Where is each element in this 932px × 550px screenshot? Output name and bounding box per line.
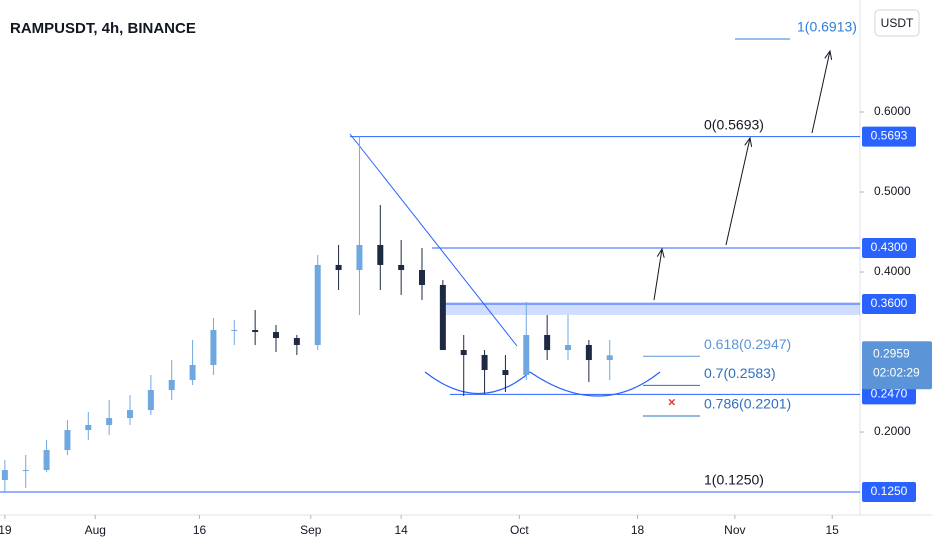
candle-body [85,424,92,431]
fib-label: 1(0.6913) [797,19,857,35]
target-arrow [653,248,663,301]
candle-body [43,450,50,471]
candle-body [377,244,384,265]
x-tick-label: 14 [394,523,408,537]
candle-body [273,332,280,339]
candle-body [127,410,134,419]
currency-button[interactable] [874,9,920,37]
x-tick-label: Sep [300,523,322,537]
level-price-box [862,238,916,259]
level-price-label: 0.5693 [871,129,908,143]
candle-body [523,334,530,375]
arrow-head [744,136,753,147]
candle-body [147,390,154,411]
candle-body [210,330,217,365]
trend-line [349,133,518,347]
candle-body [565,344,572,351]
level-price-box [862,294,916,315]
x-tick-label: Oct [510,523,529,537]
candle-body [585,344,592,361]
candle-body [189,364,196,381]
x-tick-label: 19 [0,523,12,537]
candle-body [64,430,71,451]
candle-body [502,370,509,375]
candle-body [168,380,175,391]
currency-label[interactable]: USDT [881,16,914,30]
candle-body [231,330,238,332]
y-tick-label: 0.5000 [874,184,911,198]
y-tick-label: 0.6000 [874,104,911,118]
resistance-zone [440,302,860,315]
candle-body [460,350,467,355]
candle-body [1,470,8,481]
candle-body [419,270,426,285]
chart-title: RAMPUSDT, 4h, BINANCE [10,20,196,37]
x-tick-label: 16 [193,523,207,537]
level-price-label: 0.4300 [871,240,908,254]
fib-label: 1(0.1250) [704,472,764,488]
candle-body [356,244,363,271]
x-tick-label: 15 [826,523,840,537]
y-tick-label: 0.4000 [874,264,911,278]
fib-label: 0.786(0.2201) [704,396,791,412]
fib-label: 0.7(0.2583) [704,365,776,381]
level-price-label: 0.3600 [871,296,908,310]
candle-body [398,264,405,271]
x-tick-label: Aug [85,523,106,537]
y-tick-label: 0.2000 [874,424,911,438]
target-arrow [725,137,751,246]
cup-arc [424,371,531,395]
stop-marker: × [668,394,676,409]
cup-arc [529,371,661,397]
arrow-head [824,49,833,60]
level-price-label: 0.1250 [871,484,908,498]
candle-body [22,470,29,472]
x-tick-label: Nov [724,523,745,537]
candle-body [439,284,446,351]
candle-body [481,354,488,371]
level-price-label: 0.2470 [871,387,908,401]
candle-body [606,355,613,361]
level-price-box [862,482,916,503]
candle-body [314,264,321,345]
x-tick-label: 18 [631,523,645,537]
candle-body [544,334,551,351]
fib-label: 0(0.5693) [704,116,764,132]
candle-body [335,264,342,271]
last-price-box [862,341,932,390]
candle-body [252,330,259,333]
candle-body [293,338,300,345]
candle-body [106,418,113,425]
target-arrow [811,50,831,134]
level-price-box [862,384,916,405]
fib-label: 0.618(0.2947) [704,336,791,352]
countdown-label: 02:02:29 [873,365,920,379]
arrow-head [656,247,665,258]
level-price-box [862,126,916,147]
last-price-label: 0.2959 [873,346,910,360]
